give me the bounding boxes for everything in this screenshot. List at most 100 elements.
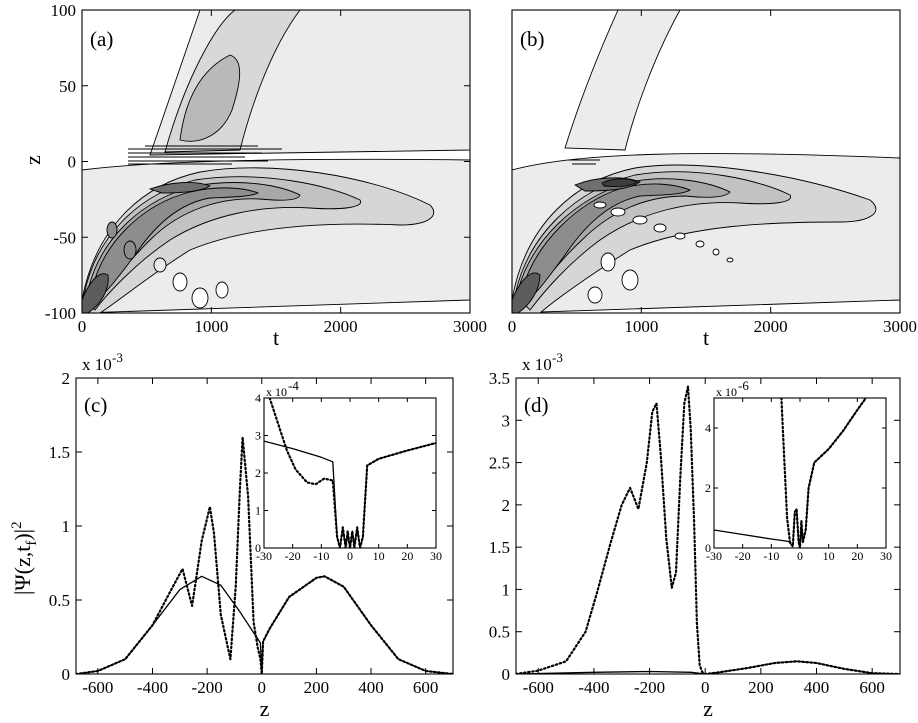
y-tick-label: 0 — [62, 665, 71, 684]
contour-blob — [632, 215, 648, 225]
x-tick-label: 10 — [373, 549, 385, 563]
y-tick-label: 4 — [705, 421, 711, 435]
y-tick-label: 100 — [51, 1, 77, 20]
x-tick-label: 3000 — [453, 317, 487, 336]
y-tick-label: 0 — [705, 541, 711, 555]
y-tick-label: 4 — [255, 391, 261, 405]
panel-b-contours — [512, 10, 900, 313]
y-tick-label: 3 — [255, 429, 261, 443]
contour-blob — [215, 281, 229, 299]
panel-d-inset-frame-bg — [713, 397, 887, 549]
contour-b-corner — [512, 272, 541, 313]
contour-blob — [600, 252, 616, 272]
y-tick-label: 0.5 — [49, 591, 70, 610]
contour-blob — [587, 286, 603, 304]
contour-blob — [712, 248, 720, 256]
x-tick-label: 400 — [804, 678, 830, 697]
inset-scale-exponent: -6 — [738, 378, 749, 393]
x-tick-label: 2000 — [324, 317, 358, 336]
x-tick-label: -600 — [523, 678, 554, 697]
scale-exponent: -3 — [552, 350, 563, 365]
inset-c-series-dotted — [268, 398, 436, 548]
panel-d-frame — [515, 377, 901, 675]
x-tick-label: 10 — [823, 549, 835, 563]
contour-b-upper-plume — [564, 10, 681, 151]
y-axis-label: z — [20, 155, 45, 165]
contour-blob — [610, 207, 626, 217]
x-tick-label: 1000 — [194, 317, 228, 336]
x-tick-label: -200 — [634, 678, 665, 697]
contour-blob — [172, 272, 188, 292]
panel-d — [516, 378, 900, 674]
x-tick-label: 600 — [859, 678, 885, 697]
panel-c-inset-frame-bg — [263, 397, 437, 549]
scale-note: x 10 — [82, 355, 112, 374]
y-tick-label: 3 — [502, 411, 511, 430]
panel-d-series-dotted — [516, 385, 900, 674]
x-tick-label: -600 — [82, 678, 113, 697]
panel-label: (a) — [90, 27, 113, 51]
inset-scale-note: x 10 — [266, 385, 287, 399]
x-tick-label: -400 — [137, 678, 168, 697]
x-axis-label: t — [273, 325, 279, 350]
y-tick-label: 1 — [502, 580, 511, 599]
y-tick-label: 0 — [502, 665, 511, 684]
panel-c-lines — [76, 436, 453, 674]
panel-label: (d) — [524, 393, 549, 417]
y-axis-label-subscript: f — [24, 541, 40, 546]
inset-scale-note: x 10 — [716, 385, 737, 399]
contour-b-blobs — [587, 201, 734, 304]
x-tick-label: -30 — [256, 549, 272, 563]
y-axis-label-tail: )| — [10, 529, 35, 541]
contour-b-lower-5 — [521, 183, 691, 301]
fringe-line — [568, 159, 600, 165]
x-axis-label: t — [703, 325, 709, 350]
y-tick-label: 2 — [62, 369, 71, 388]
contour-a-blobs — [106, 221, 229, 309]
x-tick-label: 30 — [430, 549, 442, 563]
panel-a-contours — [82, 10, 470, 313]
contour-blob — [695, 240, 705, 248]
y-tick-label: 2.5 — [489, 454, 510, 473]
y-tick-label: 2 — [502, 496, 511, 515]
x-tick-label: 0 — [701, 678, 710, 697]
panel-c-inset-lines — [264, 398, 436, 548]
contour-a-lower-6 — [148, 182, 212, 194]
x-tick-label: 30 — [880, 549, 892, 563]
contour-a-fringes — [128, 145, 282, 165]
y-tick-label: 50 — [59, 77, 76, 96]
x-axis-label: z — [703, 696, 713, 721]
x-tick-label: 20 — [401, 549, 413, 563]
contour-blob — [191, 287, 209, 309]
x-axis-label: z — [260, 696, 270, 721]
x-tick-label: -20 — [285, 549, 301, 563]
x-tick-label: 2000 — [754, 317, 788, 336]
inset-d-series-dotted — [780, 398, 867, 548]
y-tick-label: 0.5 — [489, 623, 510, 642]
contour-blob — [674, 232, 686, 240]
x-tick-label: -400 — [578, 678, 609, 697]
y-tick-label: 3.5 — [489, 369, 510, 388]
y-axis-label-superscript: 2 — [9, 521, 25, 529]
x-tick-label: 0 — [508, 317, 517, 336]
x-tick-label: 1000 — [624, 317, 658, 336]
scale-note: x 10 — [522, 355, 552, 374]
x-tick-label: 3000 — [883, 317, 917, 336]
contour-a-upper-core — [179, 54, 241, 142]
x-tick-label: 200 — [304, 678, 330, 697]
x-tick-label: -10 — [313, 549, 329, 563]
y-tick-label: 1 — [62, 517, 71, 536]
y-tick-label: 1.5 — [49, 443, 70, 462]
contour-blob — [123, 240, 137, 260]
y-tick-label: 2 — [255, 466, 261, 480]
y-tick-label: -100 — [45, 304, 76, 323]
x-tick-label: 20 — [851, 549, 863, 563]
y-tick-label: -50 — [53, 228, 76, 247]
panel-a — [82, 10, 470, 313]
contour-blob — [153, 257, 167, 273]
y-axis-label-main: |Ψ(z,t — [10, 546, 35, 595]
x-tick-label: -20 — [735, 549, 751, 563]
contour-blob — [593, 201, 607, 209]
x-tick-label: -30 — [706, 549, 722, 563]
